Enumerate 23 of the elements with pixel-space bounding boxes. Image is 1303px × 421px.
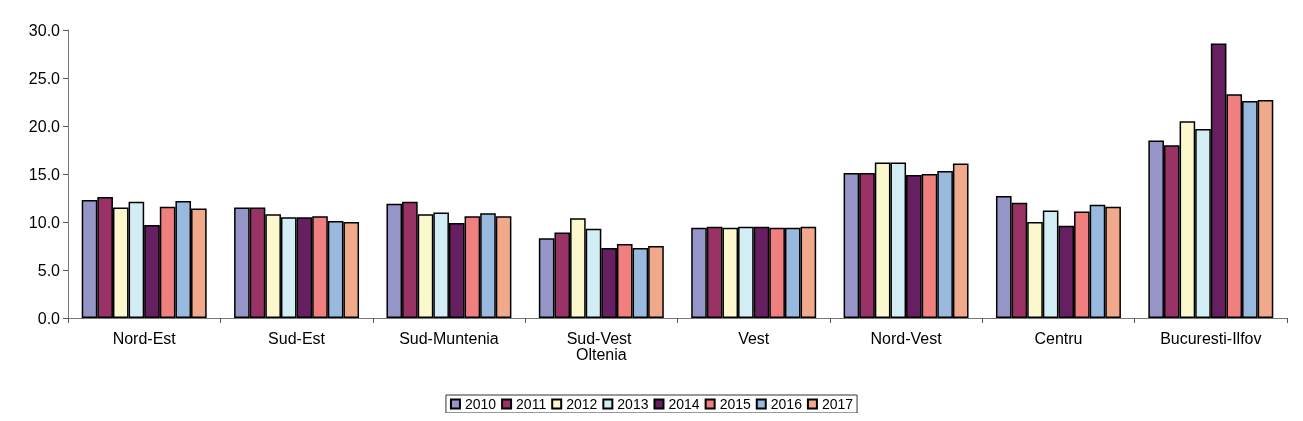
x-tick-label: Nord-Est xyxy=(112,329,177,347)
y-tick-label: 10.0 xyxy=(28,213,61,231)
legend-label: 2010 xyxy=(464,396,497,412)
x-tick-label: Vest xyxy=(738,329,770,347)
x-tick-label: Sud-Vest Oltenia xyxy=(566,329,636,363)
legend-label: 2013 xyxy=(617,396,649,412)
y-tick-label: 0.0 xyxy=(37,309,61,327)
y-tick-label: 30.0 xyxy=(28,21,61,39)
x-tick-label: Nord-Vest xyxy=(870,329,943,347)
y-tick-label: 20.0 xyxy=(28,117,61,135)
legend-label: 2016 xyxy=(770,396,803,412)
legend-label: 2015 xyxy=(719,396,751,412)
x-tick-label: Sud-Muntenia xyxy=(399,329,499,347)
y-tick-label: 25.0 xyxy=(28,69,61,87)
legend-label: 2017 xyxy=(821,396,854,412)
legend-label: 2011 xyxy=(516,396,547,412)
legend-label: 2014 xyxy=(668,396,700,412)
x-tick-label: Bucuresti-Ilfov xyxy=(1160,329,1262,347)
legend-label: 2012 xyxy=(566,396,598,412)
x-tick-label: Sud-Est xyxy=(268,329,326,347)
y-tick-label: 15.0 xyxy=(28,165,61,183)
x-tick-label: Centru xyxy=(1034,329,1083,347)
y-tick-label: 5.0 xyxy=(37,261,61,279)
